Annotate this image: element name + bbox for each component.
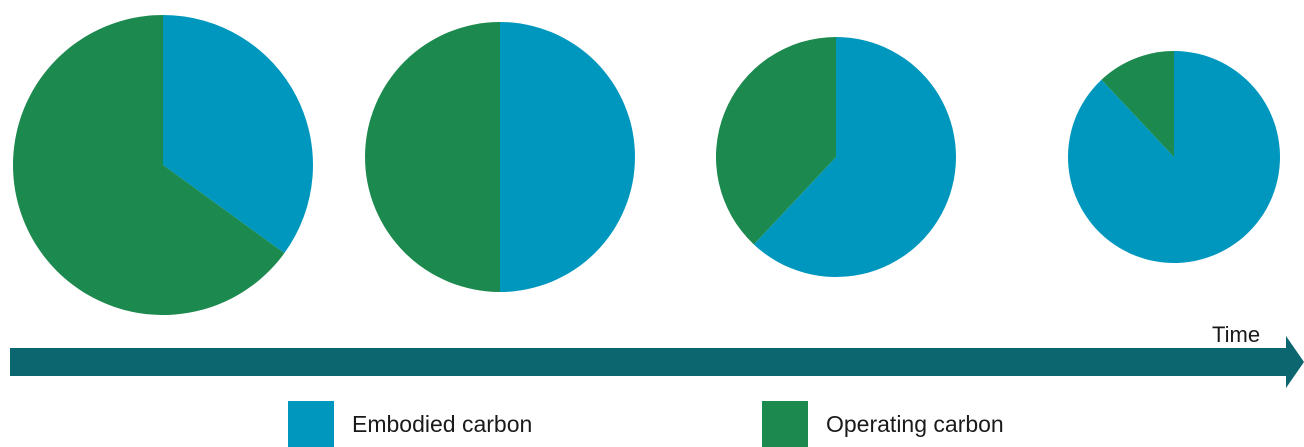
pies-layer [12,15,1281,315]
pie-2-slice-operating [365,22,500,292]
pie-4-slice-embodied [1068,51,1281,263]
legend-item-embodied: Embodied carbon [288,401,532,447]
pie-4-slice-operating [1101,51,1174,157]
legend-label-operating: Operating carbon [826,410,1004,437]
pie-4 [1068,51,1281,263]
pie-3 [715,36,956,277]
legend-label-embodied: Embodied carbon [352,410,533,437]
legend: Embodied carbon Operating carbon [0,401,1304,447]
legend-item-operating: Operating carbon [762,401,1004,447]
pie-3-slice-embodied [753,37,956,277]
x-axis-label: Time [1212,322,1260,347]
pie-3-slice-operating [715,36,836,245]
pie-1-slice-operating [12,15,285,315]
legend-swatch-operating [762,401,808,447]
time-axis: Time [10,322,1304,388]
pie-1-slice-embodied [163,15,313,254]
pie-2 [365,22,635,292]
time-arrow [10,336,1304,388]
pie-2-slice-embodied [500,22,635,292]
chart-canvas: Time [10,15,1304,388]
legend-swatch-embodied [288,401,334,447]
pie-1 [12,15,313,315]
